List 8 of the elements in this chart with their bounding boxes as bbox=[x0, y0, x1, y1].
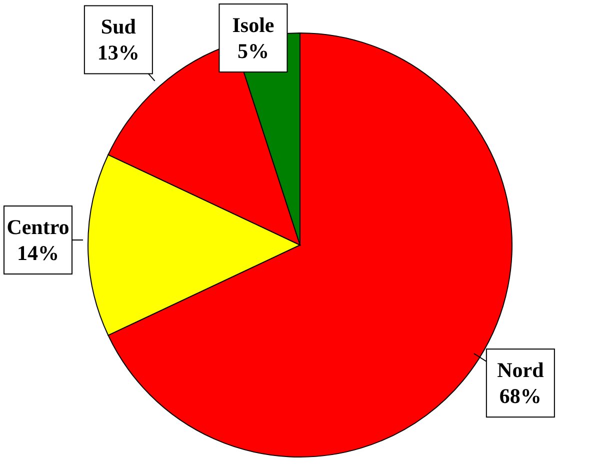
slice-label: Isole bbox=[232, 13, 274, 37]
slice-label: Nord bbox=[497, 358, 544, 382]
data-label: 5% bbox=[237, 39, 269, 63]
slice-label: Sud bbox=[100, 14, 136, 39]
slice-label: Centro bbox=[6, 215, 70, 239]
data-label: 13% bbox=[97, 40, 140, 65]
data-label: 14% bbox=[17, 241, 59, 265]
data-label: 68% bbox=[499, 384, 542, 408]
